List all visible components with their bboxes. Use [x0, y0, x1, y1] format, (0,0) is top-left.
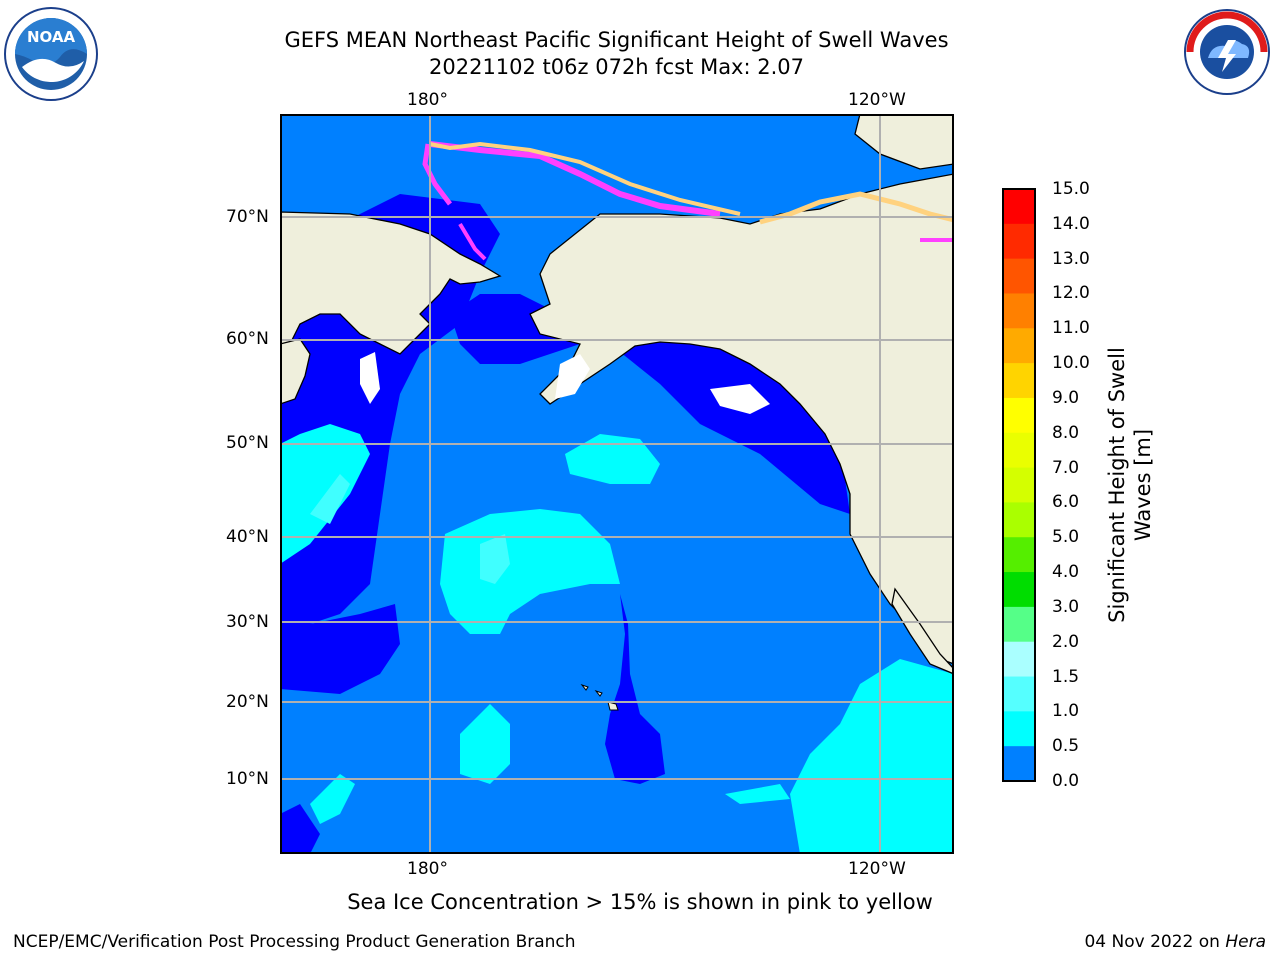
land-asia — [280, 211, 502, 355]
hawaii-islands — [580, 683, 619, 711]
colorbar-tick-label: 0.0 — [1052, 771, 1080, 791]
low-swell-hawaii-tongue — [605, 594, 665, 784]
colorbar-tick-label: 10.0 — [1052, 353, 1090, 374]
mask-gulf-patch — [710, 384, 770, 414]
colorbar-tick-label: 2.0 — [1052, 631, 1080, 652]
colorbar-segment — [1003, 397, 1035, 434]
colorbar-tick-label: 3.0 — [1052, 596, 1080, 617]
lat-label-10n: 10°N — [226, 769, 269, 789]
colorbar-title-line1: Significant Height of Swell — [1105, 347, 1129, 623]
colorbar-segment — [1003, 189, 1035, 225]
colorbar-title-line2: Waves [m] — [1131, 428, 1155, 542]
lat-label-50n: 50°N — [226, 433, 269, 453]
low-swell-southwest — [280, 804, 320, 854]
colorbar-segment — [1003, 537, 1035, 573]
mask-west-patch — [360, 352, 380, 404]
lat-label-30n: 30°N — [226, 612, 269, 632]
chart-title: GEFS MEAN Northeast Pacific Significant … — [284, 28, 949, 52]
footer-date-text: 04 Nov 2022 on — [1084, 932, 1226, 952]
chart-subtitle: 20221102 t06z 072h fcst Max: 2.07 — [429, 55, 804, 79]
colorbar-tick-label: 6.0 — [1052, 492, 1080, 513]
colorbar-segment — [1003, 467, 1035, 503]
colorbar-tick-label: 9.0 — [1052, 387, 1080, 408]
colorbar-segment — [1003, 606, 1035, 643]
land-baja — [891, 587, 954, 675]
swell-height-map — [280, 114, 954, 854]
moderate-swell-southcenter — [725, 784, 790, 804]
colorbar-segment — [1003, 502, 1035, 538]
colorbar-segment — [1003, 746, 1035, 782]
colorbar-segment — [1003, 293, 1035, 329]
low-swell-west-south — [280, 604, 400, 694]
mask-bristol-bay — [555, 354, 590, 399]
lon-top-label-180: 180° — [407, 90, 448, 110]
lat-label-70n: 70°N — [226, 207, 269, 227]
colorbar — [1002, 188, 1036, 782]
colorbar-segment — [1003, 223, 1035, 260]
sea-ice-bering — [458, 222, 487, 261]
colorbar-segment — [1003, 641, 1035, 678]
colorbar-segment — [1003, 676, 1035, 712]
colorbar-tick-label: 0.5 — [1052, 736, 1080, 757]
footer-machine: Hera — [1225, 932, 1266, 952]
map-gridlines — [280, 114, 954, 854]
high-swell-west — [310, 474, 350, 524]
colorbar-tick-label: 5.0 — [1052, 527, 1080, 548]
colorbar-tick-label: 1.5 — [1052, 666, 1080, 687]
footer-date: 04 Nov 2022 on Hera — [1084, 932, 1266, 952]
sea-ice-chukchi — [429, 141, 721, 217]
colorbar-segment — [1003, 328, 1035, 364]
footer-credit: NCEP/EMC/Verification Post Processing Pr… — [13, 932, 576, 952]
high-swell-central — [480, 534, 510, 584]
colorbar-tick-label: 11.0 — [1052, 318, 1090, 339]
sea-ice-east — [759, 191, 954, 225]
colorbar-tick-label: 13.0 — [1052, 248, 1090, 269]
lat-label-20n: 20°N — [226, 692, 269, 712]
colorbar-tick-label: 8.0 — [1052, 422, 1080, 443]
moderate-swell-south — [310, 774, 355, 824]
lon-bottom-label-180: 180° — [407, 859, 448, 879]
moderate-swell-hawaii-east — [460, 704, 510, 784]
colorbar-tick-label: 1.0 — [1052, 701, 1080, 722]
noaa-logo-icon: NOAA — [4, 7, 98, 101]
moderate-swell-southeast — [790, 659, 954, 854]
sea-ice-chukchi-outer — [429, 141, 741, 216]
lon-top-label-120w: 120°W — [848, 90, 906, 110]
colorbar-title: Significant Height of Swell Waves [m] — [1104, 285, 1156, 685]
moderate-swell-central — [440, 509, 620, 634]
colorbar-segment — [1003, 432, 1035, 469]
colorbar-segment — [1003, 258, 1035, 294]
colorbar-tick-label: 12.0 — [1052, 283, 1090, 304]
colorbar-tick-label: 15.0 — [1052, 179, 1090, 199]
lon-bottom-label-120w: 120°W — [848, 859, 906, 879]
nws-logo-icon — [1184, 9, 1270, 95]
noaa-logo-text: NOAA — [27, 28, 76, 46]
sea-ice-caption: Sea Ice Concentration > 15% is shown in … — [347, 890, 933, 914]
colorbar-segment — [1003, 572, 1035, 608]
lat-label-60n: 60°N — [226, 329, 269, 349]
colorbar-segment — [1003, 363, 1035, 399]
colorbar-segment — [1003, 711, 1035, 747]
moderate-swell-midocean — [565, 434, 660, 484]
colorbar-tick-label: 7.0 — [1052, 457, 1080, 478]
lat-label-40n: 40°N — [226, 527, 269, 547]
colorbar-tick-label: 14.0 — [1052, 213, 1090, 234]
colorbar-tick-label: 4.0 — [1052, 562, 1080, 583]
